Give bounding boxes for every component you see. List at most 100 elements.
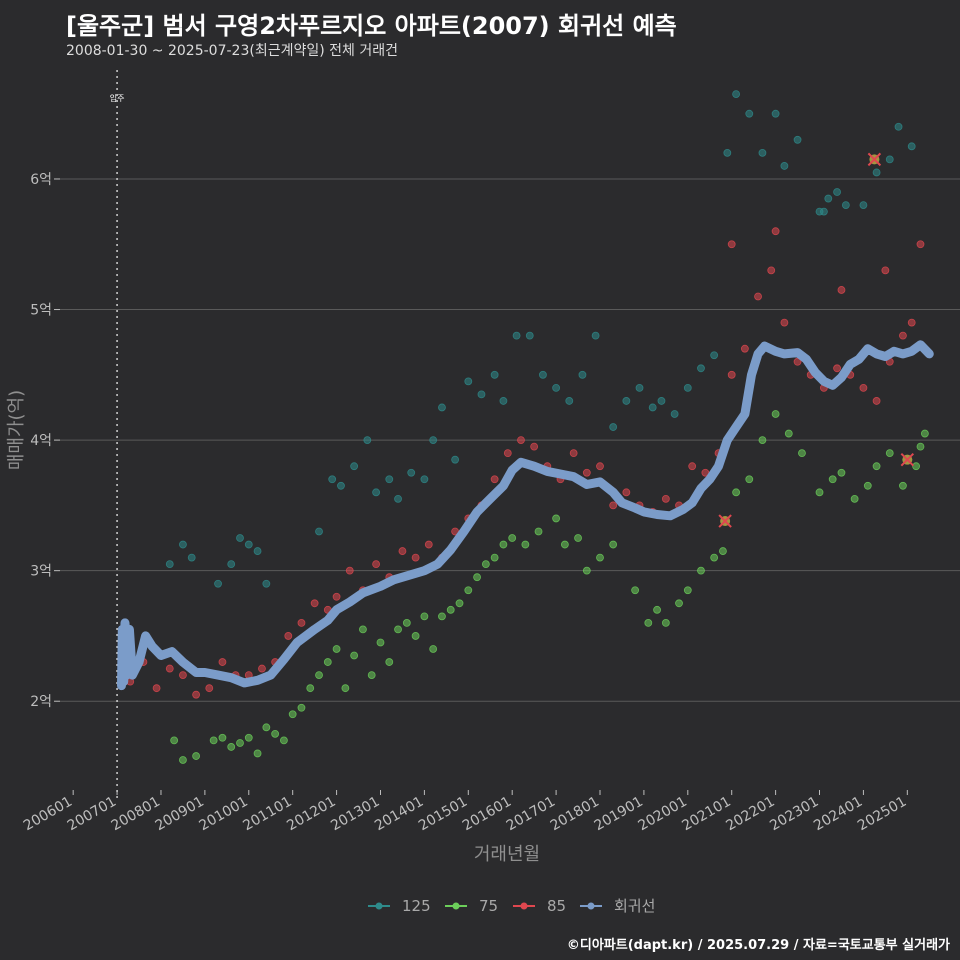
data-point	[284, 632, 293, 640]
data-point	[394, 625, 402, 634]
data-point	[192, 690, 200, 699]
data-point	[758, 436, 767, 444]
x-tick-label: 201201	[284, 794, 338, 835]
data-point	[398, 547, 407, 555]
data-point	[771, 227, 780, 236]
data-point	[288, 710, 297, 719]
data-point	[859, 383, 868, 392]
data-point	[622, 397, 631, 405]
data-point	[719, 547, 727, 555]
legend-item-125: 125	[368, 897, 431, 915]
page-subtitle: 2008-01-30 ~ 2025-07-23(최근계약일) 전체 거래건	[66, 43, 398, 59]
data-point	[363, 436, 372, 444]
data-point	[525, 331, 534, 340]
data-point	[521, 540, 530, 549]
x-tick-label: 201701	[504, 794, 558, 835]
y-tick-label: 3억	[30, 564, 52, 580]
data-point	[429, 436, 438, 444]
data-point	[455, 599, 464, 608]
data-point	[332, 645, 341, 653]
data-point	[833, 364, 841, 373]
y-tick-label: 2억	[30, 694, 52, 710]
data-point	[907, 142, 916, 151]
data-point	[372, 560, 380, 569]
data-point	[885, 449, 894, 458]
data-point	[894, 122, 903, 131]
data-point	[697, 364, 705, 373]
x-tick-label: 202001	[636, 794, 690, 835]
data-point	[179, 540, 187, 549]
x-tick-label: 201001	[196, 794, 250, 835]
data-point	[499, 540, 508, 549]
series-75-points	[170, 410, 929, 764]
data-point	[477, 390, 486, 399]
x-tick-label: 202101	[679, 794, 733, 835]
data-point	[424, 540, 433, 549]
data-point	[859, 201, 868, 209]
data-point	[622, 488, 631, 497]
data-point	[227, 560, 236, 569]
legend-swatch-dot	[587, 902, 595, 910]
data-point	[745, 109, 754, 118]
legend-item-75: 75	[445, 897, 498, 915]
data-point	[837, 286, 846, 294]
data-point	[367, 671, 376, 680]
legend-item-회귀선: 회귀선	[580, 897, 655, 915]
data-point	[767, 266, 776, 275]
data-point	[793, 135, 802, 144]
data-point	[631, 586, 640, 595]
scatter-points	[126, 90, 929, 764]
data-point	[253, 749, 262, 758]
data-point	[179, 756, 187, 764]
highlight-cross	[867, 152, 882, 167]
data-point	[648, 403, 657, 412]
data-point	[609, 423, 618, 431]
data-point	[740, 344, 749, 353]
data-point	[780, 318, 789, 327]
legend-label: 회귀선	[614, 897, 655, 915]
data-point	[332, 592, 341, 601]
legend-item-85: 85	[513, 897, 566, 915]
data-point	[881, 266, 890, 275]
data-point	[512, 331, 521, 340]
data-point	[732, 90, 740, 99]
highlight-marker	[718, 514, 732, 528]
data-point	[446, 605, 455, 614]
x-axis: 2006012007012008012009012010012011012012…	[21, 790, 909, 834]
data-point	[244, 540, 253, 549]
data-point	[385, 658, 394, 666]
data-point	[517, 436, 525, 444]
regression-line-group	[117, 340, 934, 691]
data-point	[596, 462, 604, 471]
x-tick-label: 202401	[811, 794, 865, 835]
regression-line	[117, 340, 934, 691]
data-point	[727, 370, 736, 379]
data-point	[653, 605, 661, 614]
data-point	[253, 547, 262, 555]
data-point	[420, 475, 429, 484]
data-point	[429, 645, 438, 653]
data-point	[337, 481, 345, 490]
data-point	[205, 684, 214, 693]
annotations: 입주	[110, 70, 124, 800]
data-point	[179, 671, 187, 680]
data-point	[376, 638, 385, 647]
legend-label: 75	[479, 897, 498, 915]
data-point	[780, 162, 789, 170]
data-point	[758, 148, 767, 157]
x-tick-label: 202201	[723, 794, 777, 835]
data-point	[569, 449, 578, 458]
data-point	[916, 442, 925, 451]
data-point	[828, 475, 837, 484]
data-point	[872, 462, 881, 471]
data-point	[385, 475, 394, 484]
y-axis-title: 매매가(억)	[6, 390, 27, 470]
data-point	[872, 168, 881, 177]
data-point	[899, 331, 907, 340]
data-point	[503, 449, 512, 458]
data-point	[152, 684, 161, 693]
data-point	[745, 475, 754, 484]
data-point	[784, 429, 793, 438]
data-point	[297, 703, 306, 712]
legend-label: 85	[547, 897, 566, 915]
